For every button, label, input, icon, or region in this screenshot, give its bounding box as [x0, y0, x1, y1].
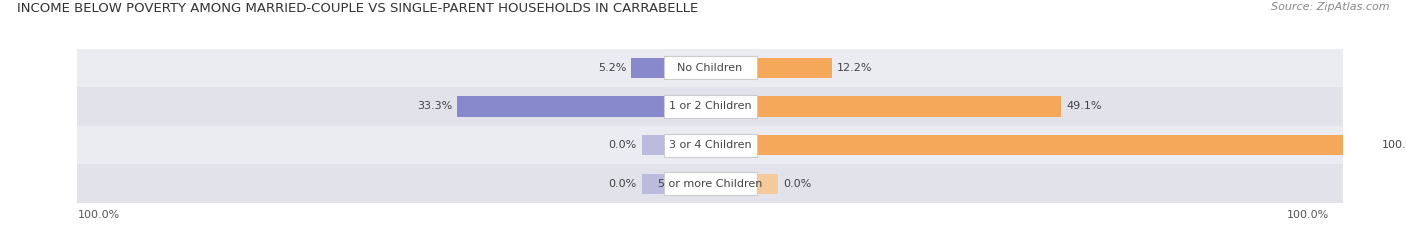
Text: 12.2%: 12.2% — [837, 63, 873, 73]
Bar — [664, 172, 756, 195]
Bar — [756, 135, 1376, 155]
Text: No Children: No Children — [678, 63, 742, 73]
Bar — [664, 95, 756, 118]
Bar — [756, 96, 1062, 116]
Text: 0.0%: 0.0% — [783, 179, 811, 189]
Text: 100.0%: 100.0% — [1286, 210, 1329, 220]
Bar — [457, 96, 664, 116]
Text: Source: ZipAtlas.com: Source: ZipAtlas.com — [1271, 2, 1389, 12]
Text: 100.0%: 100.0% — [1382, 140, 1406, 150]
Text: 49.1%: 49.1% — [1066, 102, 1101, 112]
Text: 0.0%: 0.0% — [609, 179, 637, 189]
Bar — [77, 164, 1343, 203]
Text: INCOME BELOW POVERTY AMONG MARRIED-COUPLE VS SINGLE-PARENT HOUSEHOLDS IN CARRABE: INCOME BELOW POVERTY AMONG MARRIED-COUPL… — [17, 2, 699, 15]
Text: 3 or 4 Children: 3 or 4 Children — [669, 140, 751, 150]
Text: 5 or more Children: 5 or more Children — [658, 179, 762, 189]
Bar — [77, 87, 1343, 126]
Text: 0.0%: 0.0% — [609, 140, 637, 150]
Text: 33.3%: 33.3% — [416, 102, 451, 112]
Bar — [77, 48, 1343, 87]
Bar — [664, 134, 756, 157]
Text: 100.0%: 100.0% — [77, 210, 120, 220]
Bar — [77, 126, 1343, 164]
Bar — [631, 58, 664, 78]
Bar — [756, 58, 832, 78]
Text: 5.2%: 5.2% — [598, 63, 626, 73]
Bar — [641, 174, 664, 194]
Text: 1 or 2 Children: 1 or 2 Children — [669, 102, 751, 112]
Bar — [756, 174, 779, 194]
Bar — [664, 56, 756, 79]
Bar — [641, 135, 664, 155]
